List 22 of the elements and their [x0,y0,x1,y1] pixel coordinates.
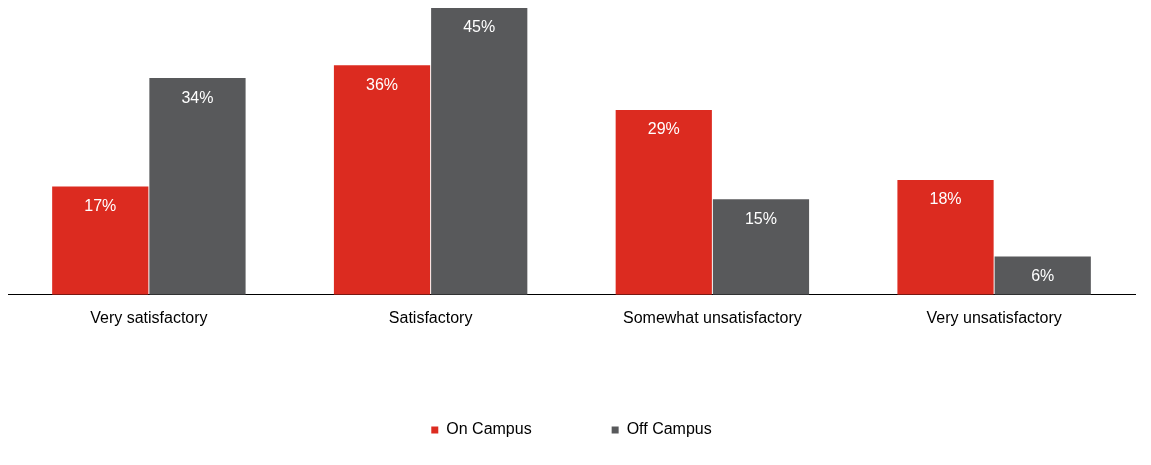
data-label: 17% [84,196,117,214]
legend-label: Off Campus [626,420,712,438]
data-label: 45% [463,18,496,36]
x-tick-label: Very satisfactory [90,308,208,326]
bar [615,109,712,295]
data-label: 6% [1031,266,1055,284]
bar [897,180,994,295]
data-label: 34% [181,88,214,106]
data-label: 36% [366,75,399,93]
bar [994,256,1091,295]
bar [333,65,431,295]
bar [149,78,246,295]
bar [712,199,810,295]
legend-label: On Campus [446,420,532,438]
data-label: 15% [744,209,777,227]
x-tick-label: Very unsatisfactory [926,308,1062,326]
data-label: 18% [929,190,962,208]
x-tick-label: Satisfactory [388,308,473,326]
bar [52,186,149,295]
data-label: 29% [647,120,680,138]
bar [431,8,528,295]
x-tick-label: Somewhat unsatisfactory [623,308,802,326]
